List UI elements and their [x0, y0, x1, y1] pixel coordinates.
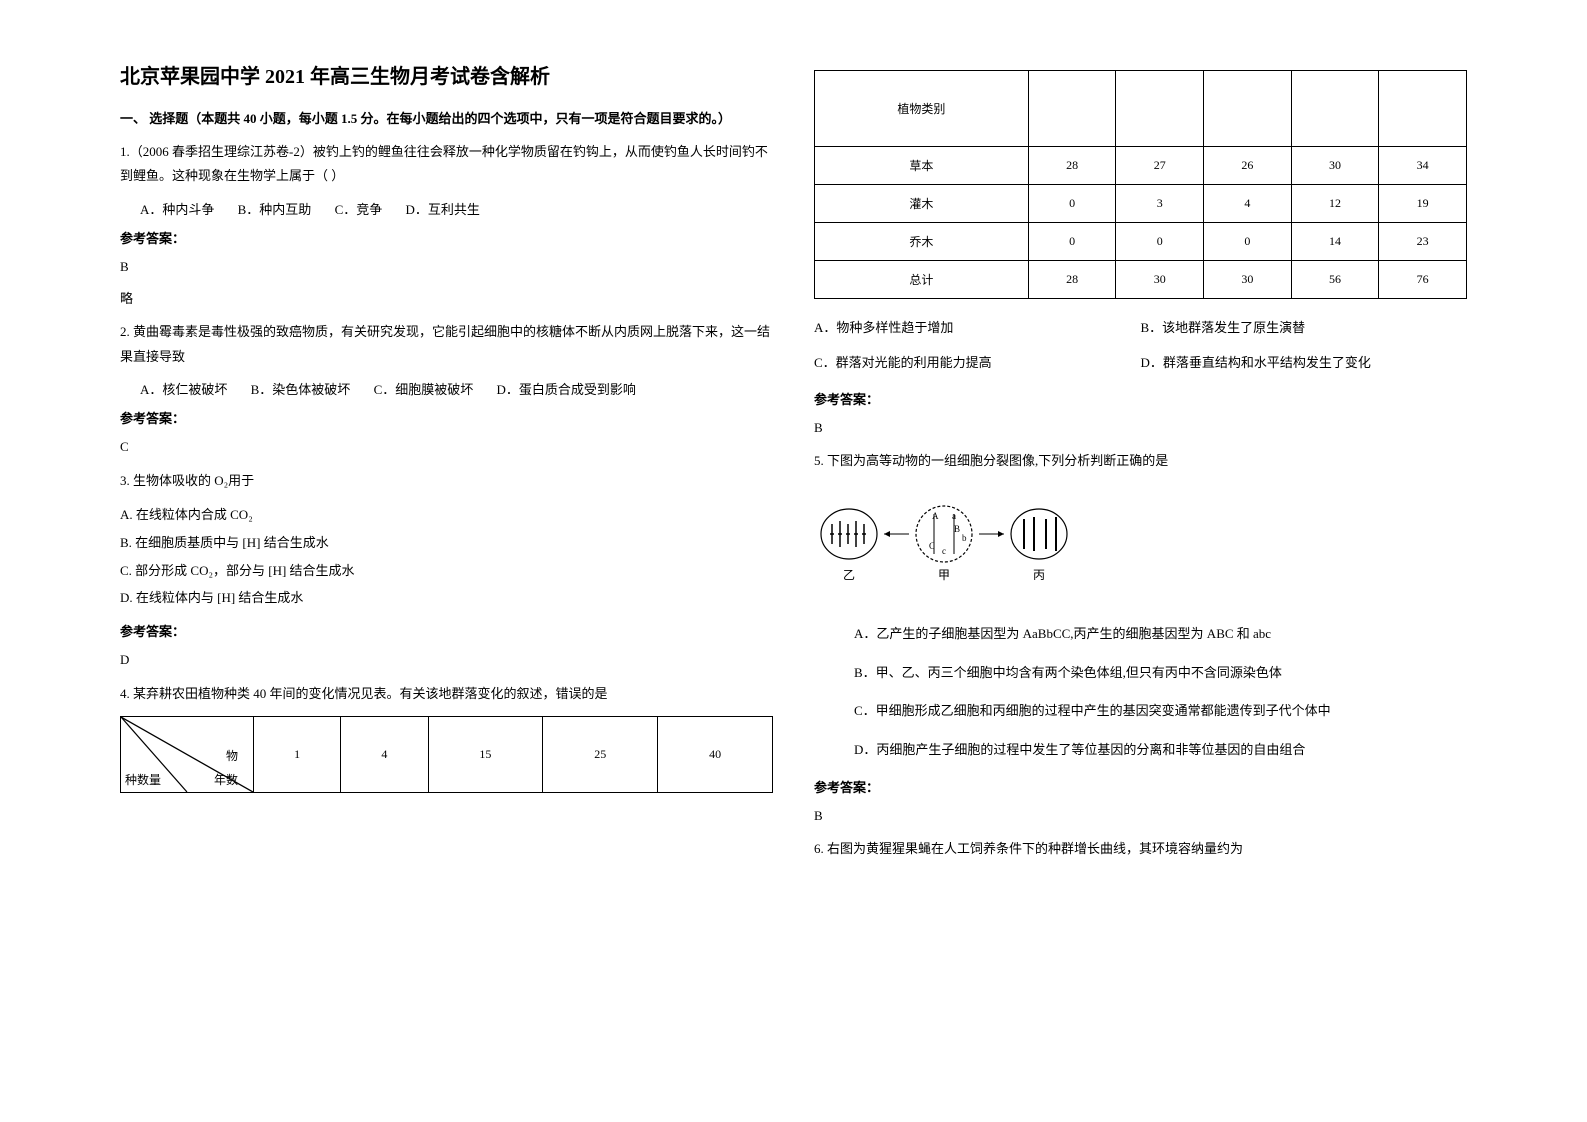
t2-hc3 [1291, 71, 1379, 147]
q2-answer: C [120, 435, 773, 458]
t2-hc4 [1379, 71, 1467, 147]
r0-v0: 28 [1028, 147, 1116, 185]
q4-answer: B [814, 416, 1467, 439]
svg-text:乙: 乙 [843, 568, 855, 582]
q2-options: A．核仁被破坏 B．染色体被破坏 C．细胞膜被破坏 D．蛋白质合成受到影响 [120, 379, 773, 398]
q2-opt-d: D．蛋白质合成受到影响 [496, 379, 635, 398]
r3-v3: 56 [1291, 261, 1379, 299]
r1-v4: 19 [1379, 185, 1467, 223]
r2-v4: 23 [1379, 223, 1467, 261]
diag-header-cell: 物 种数量 年数 [121, 717, 254, 793]
r2-v2: 0 [1204, 223, 1292, 261]
t2-hc2 [1204, 71, 1292, 147]
r2-v1: 0 [1116, 223, 1204, 261]
q1-opt-c: C．竞争 [335, 199, 383, 218]
question-3: 3. 生物体吸收的 O₂用于 [120, 469, 773, 494]
r1-v0: 0 [1028, 185, 1116, 223]
q1-answer: B [120, 255, 773, 278]
q3-opt-c: C. 部分形成 CO₂，部分与 [H] 结合生成水 [120, 559, 773, 584]
q5-opt-c: C．甲细胞形成乙细胞和丙细胞的过程中产生的基因突变通常都能遗传到子代个体中 [854, 699, 1467, 724]
r3-v2: 30 [1204, 261, 1292, 299]
q1-opt-a: A．种内斗争 [140, 199, 214, 218]
t2-hc0 [1028, 71, 1116, 147]
question-5: 5. 下图为高等动物的一组细胞分裂图像,下列分析判断正确的是 [814, 449, 1467, 474]
q4-options: A．物种多样性趋于增加 B．该地群落发生了原生演替 C．群落对光能的利用能力提高… [814, 309, 1467, 379]
question-4: 4. 某弃耕农田植物种类 40 年间的变化情况见表。有关该地群落变化的叙述，错误… [120, 682, 773, 707]
t1-c4: 40 [658, 717, 773, 793]
r3-v4: 76 [1379, 261, 1467, 299]
q2-answer-label: 参考答案： [120, 408, 773, 427]
table-row: 总计 28 30 30 56 76 [815, 261, 1467, 299]
page-title: 北京苹果园中学 2021 年高三生物月考试卷含解析 [120, 60, 773, 89]
r1-v2: 4 [1204, 185, 1292, 223]
question-2: 2. 黄曲霉毒素是毒性极强的致癌物质，有关研究发现，它能引起细胞中的核糖体不断从… [120, 320, 773, 369]
q1-options: A．种内斗争 B．种内互助 C．竞争 D．互利共生 [120, 199, 773, 218]
q4-answer-label: 参考答案： [814, 389, 1467, 408]
q2-opt-c: C．细胞膜被破坏 [374, 379, 474, 398]
r1-label: 灌木 [815, 185, 1029, 223]
r1-v3: 12 [1291, 185, 1379, 223]
t2-h: 植物类别 [815, 71, 1029, 147]
svg-text:c: c [942, 546, 946, 556]
q5-answer-label: 参考答案： [814, 777, 1467, 796]
r1-v1: 3 [1116, 185, 1204, 223]
t1-c2: 15 [428, 717, 543, 793]
table-row: 乔木 0 0 0 14 23 [815, 223, 1467, 261]
r2-v3: 14 [1291, 223, 1379, 261]
t1-c1: 4 [341, 717, 428, 793]
r3-v1: 30 [1116, 261, 1204, 299]
q1-opt-d: D．互利共生 [405, 199, 479, 218]
r3-label: 总计 [815, 261, 1029, 299]
t1-c3: 25 [543, 717, 658, 793]
r0-label: 草本 [815, 147, 1029, 185]
t1-c0: 1 [254, 717, 341, 793]
q2-opt-b: B．染色体被破坏 [251, 379, 351, 398]
q4-table-body: 植物类别 草本 28 27 26 30 34 灌木 0 3 4 12 [814, 70, 1467, 299]
q3-opt-d: D. 在线粒体内与 [H] 结合生成水 [120, 586, 773, 611]
svg-text:b: b [962, 533, 967, 543]
r2-label: 乔木 [815, 223, 1029, 261]
q5-opt-b: B．甲、乙、丙三个细胞中均含有两个染色体组,但只有丙中不含同源染色体 [854, 661, 1467, 686]
q4-opt-d: D．群落垂直结构和水平结构发生了变化 [1141, 352, 1468, 371]
q5-opt-a: A．乙产生的子细胞基因型为 AaBbCC,丙产生的细胞基因型为 ABC 和 ab… [854, 622, 1467, 647]
section-header: 一、 选择题（本题共 40 小题，每小题 1.5 分。在每小题给出的四个选项中，… [120, 109, 773, 130]
q3-opt-a: A. 在线粒体内合成 CO₂ [120, 503, 773, 528]
q4-opt-b: B．该地群落发生了原生演替 [1141, 317, 1468, 336]
t2-hc1 [1116, 71, 1204, 147]
q3-answer-label: 参考答案： [120, 621, 773, 640]
r2-v0: 0 [1028, 223, 1116, 261]
svg-text:A: A [932, 511, 939, 521]
diag-br: 年数 [214, 771, 238, 788]
r3-v0: 28 [1028, 261, 1116, 299]
q1-note: 略 [120, 287, 773, 310]
q5-opt-d: D．丙细胞产生子细胞的过程中发生了等位基因的分离和非等位基因的自由组合 [854, 738, 1467, 763]
svg-text:甲: 甲 [938, 568, 950, 582]
q1-answer-label: 参考答案： [120, 228, 773, 247]
q3-opt-b: B. 在细胞质基质中与 [H] 结合生成水 [120, 531, 773, 556]
diag-top: 物 [226, 747, 238, 764]
svg-text:B: B [954, 524, 960, 534]
r0-v4: 34 [1379, 147, 1467, 185]
diag-bl: 种数量 [125, 771, 161, 788]
table-row: 灌木 0 3 4 12 19 [815, 185, 1467, 223]
table-row: 草本 28 27 26 30 34 [815, 147, 1467, 185]
q4-opt-c: C．群落对光能的利用能力提高 [814, 352, 1141, 371]
q4-table-header: 物 种数量 年数 1 4 15 25 40 [120, 716, 773, 793]
r0-v3: 30 [1291, 147, 1379, 185]
q4-opt-a: A．物种多样性趋于增加 [814, 317, 1141, 336]
q2-opt-a: A．核仁被破坏 [140, 379, 227, 398]
r0-v2: 26 [1204, 147, 1292, 185]
q3-answer: D [120, 648, 773, 671]
q1-opt-b: B．种内互助 [238, 199, 312, 218]
svg-text:丙: 丙 [1033, 568, 1045, 582]
r0-v1: 27 [1116, 147, 1204, 185]
q5-options: A．乙产生的子细胞基因型为 AaBbCC,丙产生的细胞基因型为 ABC 和 ab… [814, 622, 1467, 763]
q5-answer: B [814, 804, 1467, 827]
cell-division-diagram: 乙 A a B b C c 甲 丙 [814, 499, 1074, 589]
question-1: 1.（2006 春季招生理综江苏卷-2）被钓上钓的鲤鱼往往会释放一种化学物质留在… [120, 140, 773, 189]
question-6: 6. 右图为黄猩猩果蝇在人工饲养条件下的种群增长曲线，其环境容纳量约为 [814, 837, 1467, 862]
